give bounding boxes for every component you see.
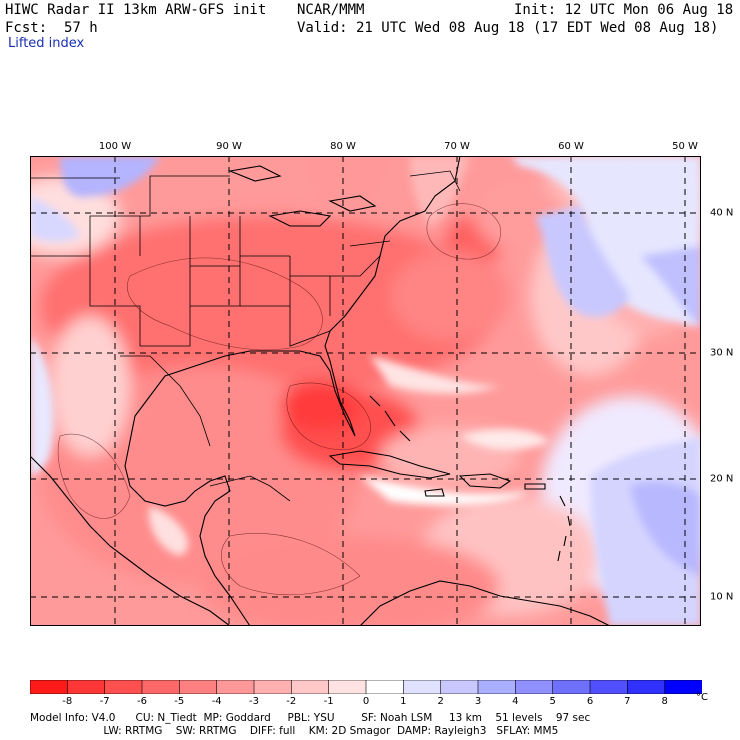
colorbar-tick-label: 4	[512, 696, 519, 707]
lat-label: 10 N	[710, 591, 734, 603]
colorbar-tick-label: -1	[323, 696, 334, 707]
lifted-index-map	[30, 156, 701, 626]
lon-label: 80 W	[330, 141, 356, 152]
model-title: HIWC Radar II 13km ARW-GFS init	[5, 2, 267, 18]
colorbar-tick-label: -2	[286, 696, 297, 707]
lon-label: 70 W	[444, 141, 470, 152]
colorbar-tick-label: -4	[211, 696, 222, 707]
lon-label: 50 W	[672, 141, 698, 152]
state-borders	[30, 170, 461, 502]
colorbar-swatch	[477, 680, 517, 694]
colorbar-tick-label: 8	[661, 696, 668, 707]
colorbar-tick-label: 7	[624, 696, 631, 707]
field-name: Lifted index	[8, 36, 85, 51]
valid-time: Valid: 21 UTC Wed 08 Aug 18 (17 EDT Wed …	[297, 20, 719, 36]
colorbar-tick-label: -5	[174, 696, 185, 707]
colorbar-tick-label: -7	[99, 696, 110, 707]
colorbar-tick-label: 1	[400, 696, 407, 707]
colorbar-swatch	[30, 680, 69, 694]
colorbar-swatch	[104, 680, 143, 694]
colorbar-tick-label: 5	[549, 696, 556, 707]
lat-label: 20 N	[710, 473, 734, 485]
colorbar-swatch	[589, 680, 629, 694]
lat-label: 30 N	[710, 347, 734, 359]
colorbar-tick-label: -8	[62, 696, 73, 707]
colorbar-tick-label: 3	[474, 696, 482, 707]
lon-label: 90 W	[216, 141, 242, 152]
colorbar-tick-label: 2	[437, 696, 444, 707]
model-info-line2: LW: RRTMG SW: RRTMG DIFF: full KM: 2D Sm…	[30, 725, 559, 737]
forecast-hour: 57 h	[64, 20, 98, 36]
colorbar-swatch	[365, 680, 405, 694]
colorbar-tick-label: 0	[362, 696, 370, 707]
lat-label: 40 N	[710, 207, 734, 219]
colorbar-swatch	[627, 680, 666, 694]
colorbar-swatch	[67, 680, 106, 694]
colorbar-swatch	[291, 680, 330, 694]
colorbar-swatch	[216, 680, 255, 694]
organization-label: NCAR/MMM	[297, 2, 365, 18]
colorbar-swatch	[328, 680, 367, 694]
lon-label: 60 W	[558, 141, 584, 152]
colorbar-swatch	[440, 680, 479, 694]
contours	[57, 203, 501, 595]
coastlines	[30, 156, 611, 626]
colorbar-swatch	[403, 680, 442, 694]
forecast-label: Fcst:	[5, 20, 48, 36]
init-time: Init: 12 UTC Mon 06 Aug 18	[514, 2, 734, 18]
map-frame	[30, 156, 701, 626]
colorbar-tick-label: -6	[137, 696, 147, 707]
colorbar-tick-label: 6	[586, 696, 594, 707]
colorbar-tick-label: -3	[249, 696, 259, 707]
field-detail	[30, 156, 701, 626]
colorbar-swatch	[253, 680, 293, 694]
colorbar-swatch	[552, 680, 591, 694]
colorbar-swatch	[141, 680, 181, 694]
colorbar-swatch	[664, 680, 702, 694]
model-info-line1: Model Info: V4.0 CU: N_Tiedt MP: Goddard…	[30, 712, 591, 724]
colorbar	[30, 680, 702, 694]
colorbar-swatch	[179, 680, 218, 694]
lon-label: 100 W	[98, 141, 132, 152]
colorbar-swatch	[515, 680, 554, 694]
colorbar-unit: °C	[696, 692, 708, 703]
